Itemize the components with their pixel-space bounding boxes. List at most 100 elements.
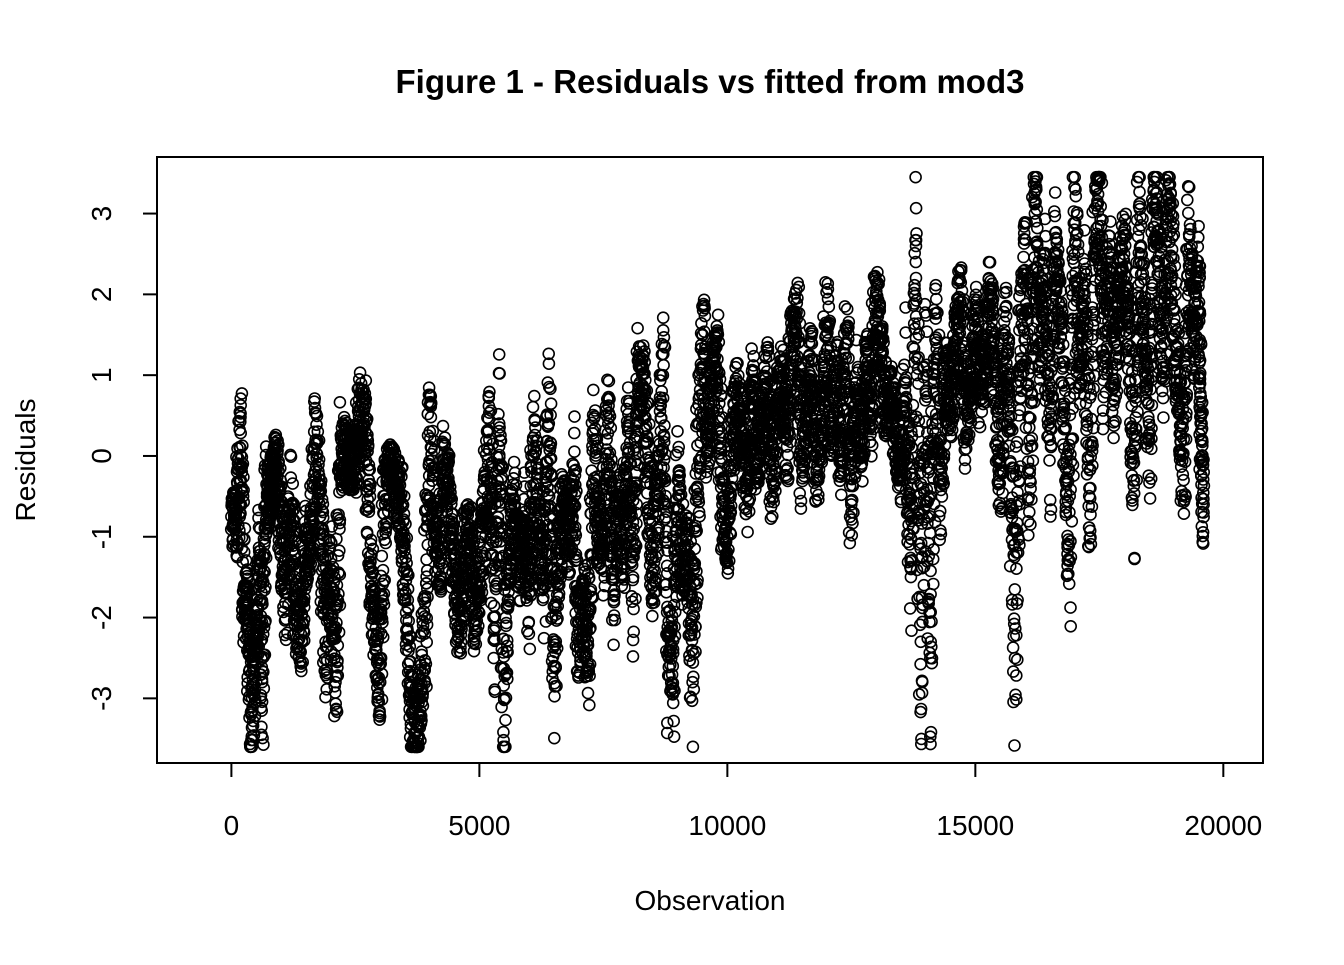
data-point	[362, 501, 376, 515]
data-point	[333, 598, 347, 612]
data-point	[255, 704, 269, 718]
data-point	[278, 628, 292, 642]
data-point	[361, 434, 375, 447]
data-point	[237, 495, 250, 509]
data-point	[523, 642, 537, 656]
data-point	[377, 587, 391, 601]
data-point	[297, 626, 311, 639]
data-point	[486, 437, 500, 451]
data-point	[236, 489, 250, 503]
data-point	[499, 667, 513, 681]
data-point	[509, 478, 523, 492]
data-point	[402, 614, 416, 628]
data-point	[470, 614, 484, 628]
data-point	[331, 654, 344, 667]
data-point	[332, 544, 346, 558]
data-point	[297, 617, 310, 631]
data-point	[375, 549, 389, 563]
data-point	[296, 655, 310, 669]
data-point	[372, 659, 386, 672]
data-point	[387, 442, 401, 456]
data-point	[312, 453, 326, 466]
data-point	[271, 434, 284, 447]
data-point	[315, 492, 329, 506]
data-point	[234, 398, 247, 412]
data-point	[467, 644, 481, 658]
data-point	[256, 665, 270, 679]
data-point	[400, 556, 413, 570]
data-point	[442, 453, 455, 466]
data-point	[308, 401, 322, 415]
data-point	[396, 498, 410, 512]
data-point	[284, 471, 298, 484]
data-point	[331, 661, 344, 674]
data-point	[308, 392, 322, 405]
data-point	[257, 621, 271, 634]
data-point	[412, 740, 425, 754]
data-point	[285, 531, 298, 544]
data-point	[422, 381, 436, 395]
data-point	[501, 593, 515, 607]
data-point	[442, 449, 456, 462]
data-point	[482, 406, 496, 420]
data-point	[401, 602, 415, 615]
data-point	[505, 486, 519, 499]
data-point	[364, 477, 377, 491]
data-point	[395, 460, 409, 474]
data-point	[360, 412, 374, 426]
data-point	[471, 605, 485, 618]
data-point	[331, 549, 345, 562]
data-point	[258, 565, 271, 579]
data-point	[375, 667, 389, 681]
data-point	[493, 433, 507, 447]
data-point	[373, 710, 387, 723]
data-point	[475, 585, 489, 599]
data-point	[484, 404, 498, 417]
data-point	[494, 428, 507, 442]
data-point	[312, 469, 326, 482]
data-point	[329, 675, 342, 689]
data-point	[524, 589, 538, 602]
data-point	[508, 492, 521, 506]
data-point	[419, 657, 433, 671]
data-point	[234, 407, 247, 420]
data-point	[363, 463, 377, 476]
data-point	[396, 515, 410, 528]
data-point	[513, 593, 527, 607]
data-point	[461, 502, 475, 516]
data-point	[333, 516, 347, 530]
data-point	[304, 557, 318, 571]
data-point	[359, 397, 372, 411]
data-point	[403, 640, 417, 653]
data-point	[272, 455, 286, 468]
data-point	[421, 590, 434, 604]
data-point	[454, 641, 467, 654]
data-point	[272, 464, 285, 478]
data-point	[530, 439, 543, 453]
data-point	[445, 492, 459, 506]
data-point	[361, 440, 375, 454]
data-point	[333, 568, 347, 582]
data-point	[235, 387, 249, 400]
data-point	[363, 549, 377, 563]
data-point	[404, 630, 418, 643]
data-point	[271, 438, 285, 452]
data-point	[528, 413, 541, 426]
data-point	[418, 663, 432, 677]
data-point	[364, 533, 378, 547]
data-point	[530, 434, 544, 448]
data-point	[255, 633, 269, 646]
data-point	[297, 613, 311, 626]
data-point	[472, 561, 486, 575]
data-point	[332, 508, 345, 521]
data-point	[234, 507, 247, 520]
data-point	[469, 637, 483, 651]
data-point	[331, 639, 345, 652]
data-point	[499, 691, 513, 705]
data-point	[399, 551, 413, 564]
data-point	[507, 471, 520, 485]
data-point	[312, 473, 326, 486]
data-point	[488, 634, 501, 648]
data-point	[441, 447, 455, 461]
data-point	[417, 605, 431, 618]
